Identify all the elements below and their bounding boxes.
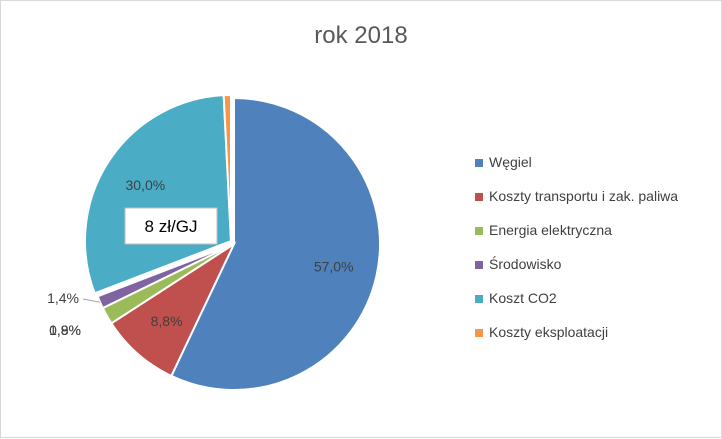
leader-lines [82,298,101,303]
leader-line-srodowisko [82,298,101,303]
data-label-srodowisko: 1,4% [47,290,79,306]
data-labels: 57,0% 8,8% 1,9% 1,4% 30,0% 0,8% [47,177,353,338]
legend-swatch-koszty-eksploatacji [475,329,483,337]
legend-swatch-energia-elektryczna [475,227,483,235]
legend-label-srodowisko: Środowisko [489,255,562,272]
legend-swatch-koszt-co2 [475,295,483,303]
data-label-koszt-co2: 30,0% [125,177,165,193]
data-label-wegiel: 57,0% [314,258,354,274]
legend-swatch-wegiel [475,159,483,167]
annotation-text: 8 zł/GJ [145,217,198,236]
annotation-box: 8 zł/GJ [124,207,218,245]
data-label-koszty-eksploatacji: 0,8% [49,322,81,338]
legend-label-koszt-co2: Koszt CO2 [489,290,557,306]
legend-swatch-srodowisko [475,261,483,269]
legend-swatch-koszty-transportu-i-zak-paliwa [475,193,483,201]
legend-label-koszty-eksploatacji: Koszty eksploatacji [489,324,608,340]
pie-slice-koszty-eksploatacji [222,93,232,242]
data-label-energia-elektryczna: 1,9% [49,322,81,338]
pie-slice-wegiel [170,96,381,391]
legend-label-energia-elektryczna: Energia elektryczna [489,222,612,238]
pie-slice-koszty-transportu-i-zak-paliwa [110,241,237,378]
legend-label-wegiel: Węgiel [489,154,532,170]
legend: Węgiel Koszty transportu i zak. paliwa Ene… [475,154,678,340]
data-label-koszty-transportu-i-zak-paliwa: 8,8% [151,313,183,329]
chart-title: rok 2018 [314,22,407,49]
legend-label-koszty-transportu-i-zak-paliwa: Koszty transportu i zak. paliwa [489,188,678,204]
